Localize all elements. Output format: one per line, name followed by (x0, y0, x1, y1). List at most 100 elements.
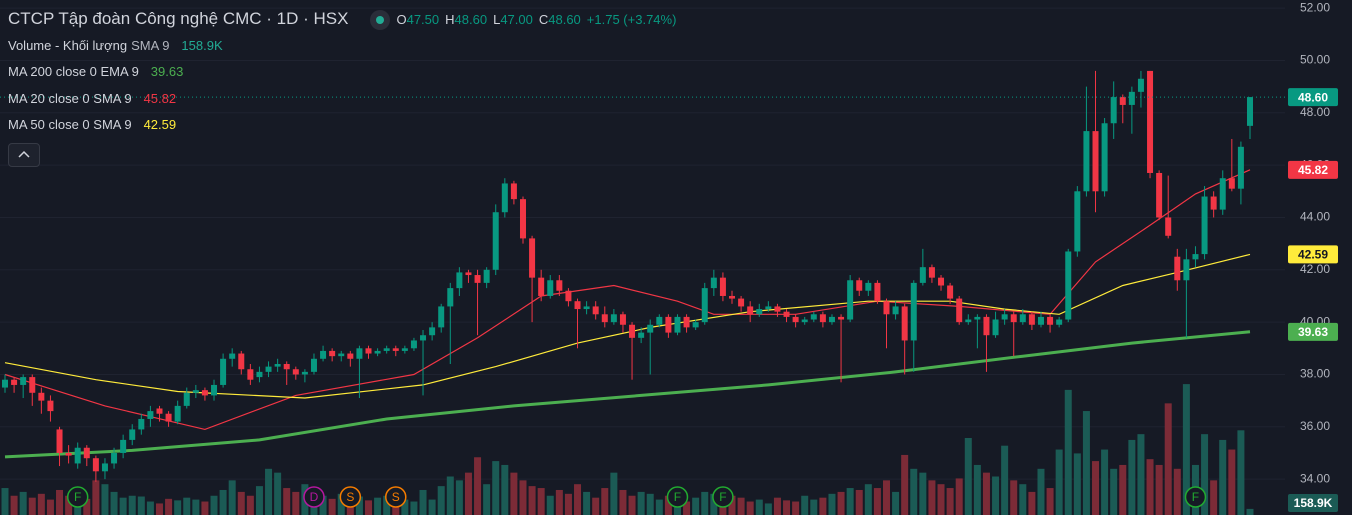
candle-body (1201, 196, 1208, 255)
volume-bar (828, 493, 836, 515)
volume-bar (1046, 488, 1054, 515)
volume-bar (755, 499, 763, 515)
candle-body (1101, 123, 1108, 192)
volume-bar (128, 495, 136, 515)
symbol-title: CTCP Tập đoàn Công nghệ CMC · 1D · HSX (8, 9, 349, 28)
candle-body (947, 285, 954, 299)
candle-body (1056, 319, 1063, 325)
volume-bar (1201, 434, 1209, 515)
candle-body (211, 384, 218, 396)
volume-bar (728, 495, 736, 515)
y-tick-label: 50.00 (1300, 53, 1330, 67)
event-marker (339, 486, 362, 508)
candle-body (910, 282, 917, 341)
volume-bar (46, 499, 54, 515)
volume-bar (1010, 480, 1018, 515)
volume-bar (510, 472, 518, 515)
candle-body (220, 358, 227, 385)
volume-bar (210, 495, 218, 515)
volume-bar (474, 457, 482, 515)
volume-bar (283, 488, 291, 515)
volume-bar (437, 486, 445, 515)
candle-body (38, 392, 45, 401)
volume-bar (973, 464, 981, 515)
badge-bg (1288, 160, 1338, 179)
candle-body (165, 413, 172, 422)
status-dot[interactable] (370, 10, 390, 30)
volume-bar (83, 498, 91, 515)
candle-body (147, 411, 154, 419)
volume-bar (365, 500, 373, 515)
candle-body (783, 311, 790, 317)
event-marker (385, 486, 407, 508)
y-tick-label: 48.00 (1300, 105, 1330, 119)
volume-bar (964, 438, 972, 515)
volume-bar (56, 489, 64, 515)
candle-body (83, 447, 90, 459)
candle-body (556, 280, 563, 291)
volume-bar (710, 493, 718, 515)
volume-bar (1001, 445, 1009, 515)
candle-body (610, 314, 617, 323)
volume-bar (537, 488, 545, 515)
candle-body (1156, 172, 1163, 218)
candle-body (356, 348, 363, 359)
candle-body (1174, 256, 1181, 281)
volume-bar (801, 495, 809, 515)
event-label: F (74, 490, 81, 504)
candle-body (747, 306, 754, 315)
candle-body (519, 199, 526, 239)
candle-body (1092, 131, 1099, 192)
volume-bar (1173, 468, 1181, 515)
event-label: S (346, 490, 354, 504)
candle-body (492, 212, 499, 270)
badge-bg (1288, 88, 1338, 107)
candle-body (883, 301, 890, 315)
candle-body (265, 366, 272, 372)
volume-bar (837, 491, 845, 515)
ma-value: 45.82 (143, 90, 177, 106)
candle-body (1083, 131, 1090, 192)
event-label: S (392, 490, 400, 504)
volume-bar (1246, 508, 1254, 515)
candle-body (1047, 316, 1054, 325)
badge-label: 39.63 (1298, 325, 1328, 339)
volume-bar (737, 497, 745, 515)
candle-body (547, 280, 554, 296)
candle-body (1010, 314, 1017, 323)
price-badge: 158.9K (1288, 494, 1338, 512)
event-marker (66, 486, 89, 508)
volume-bar (892, 491, 900, 515)
volume-bar (592, 497, 600, 515)
candle-body (20, 377, 27, 385)
candle-body (965, 319, 972, 323)
volume-bar (855, 489, 863, 515)
volume-bar (383, 495, 391, 515)
price-change: +1.75 (+3.74%) (586, 11, 677, 27)
candle-body (338, 353, 345, 357)
event-marker (712, 486, 734, 508)
candle-body (992, 319, 999, 336)
candle-body (819, 314, 826, 323)
candle-body (501, 183, 508, 213)
volume-bar (937, 484, 945, 515)
ohlc-value: 47.50 (406, 11, 440, 27)
collapse-button[interactable] (8, 143, 40, 167)
volume-bar (1219, 439, 1227, 515)
candle-body (710, 277, 717, 289)
event-label: D (310, 490, 319, 504)
volume-bar (428, 499, 436, 515)
candle-body (420, 335, 427, 341)
candle-body (683, 316, 690, 328)
candle-body (74, 447, 81, 464)
price-badge: 39.63 (1288, 322, 1338, 341)
event-marker (666, 486, 689, 508)
volume-bar (810, 499, 818, 515)
volume-bar (928, 480, 936, 515)
candle-body (301, 371, 308, 375)
candle-body (1247, 97, 1253, 126)
volume-bar (146, 501, 154, 515)
ohlc-legend: O47.50 H48.60 L47.00 C48.60 +1.75 (+3.74%) (396, 12, 676, 27)
volume-bar (119, 497, 127, 515)
